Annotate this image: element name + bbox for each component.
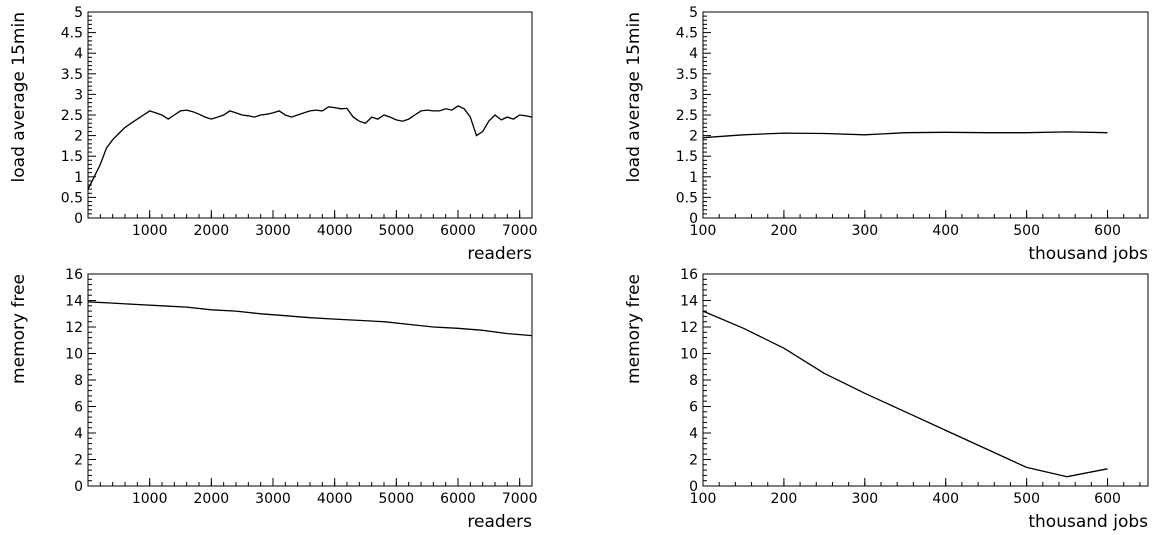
load-readers-ytick-label: 1.5	[61, 149, 83, 165]
load-jobs-xtick-label: 600	[1094, 223, 1121, 239]
memory-jobs-ytick-label: 4	[689, 426, 698, 442]
load-readers-xtick-label: 6000	[440, 223, 476, 239]
memory-vs-readers-plot: 0 2 4 6 8 10 12 14 16 1000 2000 3000 4000 5000 6000 700…	[9, 267, 537, 532]
load-jobs-ytick-label: 1.5	[676, 149, 698, 165]
memory-jobs-xtick-label: 300	[851, 491, 878, 507]
load-readers-ytick-label: 2.5	[61, 108, 83, 124]
load-readers-xtick-label: 3000	[255, 223, 291, 239]
memory-readers-xtick-label: 3000	[255, 491, 291, 507]
memory-readers-ytick-label: 10	[65, 347, 83, 363]
load-jobs-ytick-label: 0.5	[676, 190, 698, 206]
load-jobs-series-line	[702, 131, 1108, 139]
memory-readers-xtick-label: 1000	[132, 491, 168, 507]
load-jobs-xaxis-title: thousand jobs	[1028, 244, 1148, 264]
memory-readers-ytick-label: 4	[74, 426, 83, 442]
load-readers-frame	[87, 11, 533, 219]
load-readers-ytick-label: 0.5	[61, 190, 83, 206]
memory-readers-xtick-label: 7000	[502, 491, 538, 507]
load-readers-ytick-label: 5	[74, 5, 83, 21]
memory-readers-series-line	[87, 301, 533, 337]
memory-jobs-xtick-label: 600	[1094, 491, 1121, 507]
memory-readers-ytick-label: 16	[65, 267, 83, 283]
load-jobs-ytick-label: 4	[689, 46, 698, 62]
load-readers-xtick-label: 1000	[132, 223, 168, 239]
memory-jobs-ytick-label: 6	[689, 400, 698, 416]
load-readers-ytick-label: 0	[74, 211, 83, 227]
load-jobs-ytick-label: 4.5	[676, 26, 698, 42]
memory-jobs-ytick-label: 14	[680, 294, 698, 310]
load-jobs-ytick-label: 3.5	[676, 67, 698, 83]
memory-readers-ytick-label: 0	[74, 479, 83, 495]
memory-jobs-ytick-label: 0	[689, 479, 698, 495]
memory-jobs-ytick-label: 12	[680, 320, 698, 336]
memory-jobs-xtick-label: 400	[932, 491, 959, 507]
memory-readers-ytick-label: 14	[65, 294, 83, 310]
load-jobs-xtick-label: 200	[771, 223, 798, 239]
load-readers-series-line	[87, 105, 533, 190]
load-readers-xtick-label: 4000	[317, 223, 353, 239]
load-readers-ytick-label: 1	[74, 170, 83, 186]
load-readers-xtick-label: 7000	[502, 223, 538, 239]
memory-jobs-series-line	[702, 310, 1108, 478]
load-jobs-xtick-label: 300	[851, 223, 878, 239]
memory-readers-yaxis-title: memory free	[9, 274, 29, 384]
memory-readers-xtick-label: 4000	[317, 491, 353, 507]
load-jobs-xtick-label: 500	[1013, 223, 1040, 239]
memory-readers-ytick-label: 8	[74, 373, 83, 389]
load-jobs-ytick-label: 1	[689, 170, 698, 186]
memory-vs-jobs-plot: 0 2 4 6 8 10 12 14 16 100 200 300 400 500 600 thousand …	[624, 267, 1149, 532]
memory-readers-ytick-label: 12	[65, 320, 83, 336]
memory-jobs-ytick-label: 2	[689, 453, 698, 469]
memory-readers-ytick-label: 6	[74, 400, 83, 416]
memory-readers-ytick-label: 2	[74, 453, 83, 469]
load-jobs-frame	[702, 11, 1149, 219]
load-readers-ytick-label: 2	[74, 129, 83, 145]
load-readers-ytick-label: 4.5	[61, 26, 83, 42]
memory-readers-xtick-label: 5000	[379, 491, 415, 507]
memory-jobs-ytick-label: 8	[689, 373, 698, 389]
load-readers-xaxis-title: readers	[467, 244, 532, 264]
load-readers-xtick-label: 5000	[379, 223, 415, 239]
memory-jobs-xaxis-title: thousand jobs	[1028, 512, 1148, 532]
memory-jobs-ytick-label: 10	[680, 347, 698, 363]
load-jobs-ytick-label: 2	[689, 129, 698, 145]
load-jobs-xtick-label: 100	[690, 223, 717, 239]
memory-readers-xaxis-title: readers	[467, 512, 532, 532]
memory-jobs-xtick-label: 200	[771, 491, 798, 507]
load-readers-ytick-label: 3.5	[61, 67, 83, 83]
memory-readers-xtick-label: 6000	[440, 491, 476, 507]
load-readers-xtick-label: 2000	[194, 223, 230, 239]
load-readers-ytick-label: 4	[74, 46, 83, 62]
load-vs-readers-plot: 0 0.5 1 1.5 2 2.5 3 3.5 4 4.5 5 1000 2000 3000 4000 500…	[9, 5, 537, 264]
memory-jobs-ytick-label: 16	[680, 267, 698, 283]
load-jobs-ytick-label: 0	[689, 211, 698, 227]
load-jobs-ytick-label: 5	[689, 5, 698, 21]
load-jobs-ytick-label: 2.5	[676, 108, 698, 124]
memory-jobs-xtick-label: 500	[1013, 491, 1040, 507]
load-jobs-ytick-label: 3	[689, 87, 698, 103]
load-readers-yaxis-title: load average 15min	[9, 12, 29, 182]
load-jobs-yaxis-title: load average 15min	[624, 12, 644, 182]
load-jobs-xtick-label: 400	[932, 223, 959, 239]
load-readers-ytick-label: 3	[74, 87, 83, 103]
load-vs-jobs-plot: 0 0.5 1 1.5 2 2.5 3 3.5 4 4.5 5 100 200 300 400 500 600 t…	[624, 5, 1149, 264]
memory-jobs-xtick-label: 100	[690, 491, 717, 507]
memory-jobs-yaxis-title: memory free	[624, 274, 644, 384]
memory-jobs-frame	[702, 273, 1149, 487]
memory-readers-xtick-label: 2000	[194, 491, 230, 507]
